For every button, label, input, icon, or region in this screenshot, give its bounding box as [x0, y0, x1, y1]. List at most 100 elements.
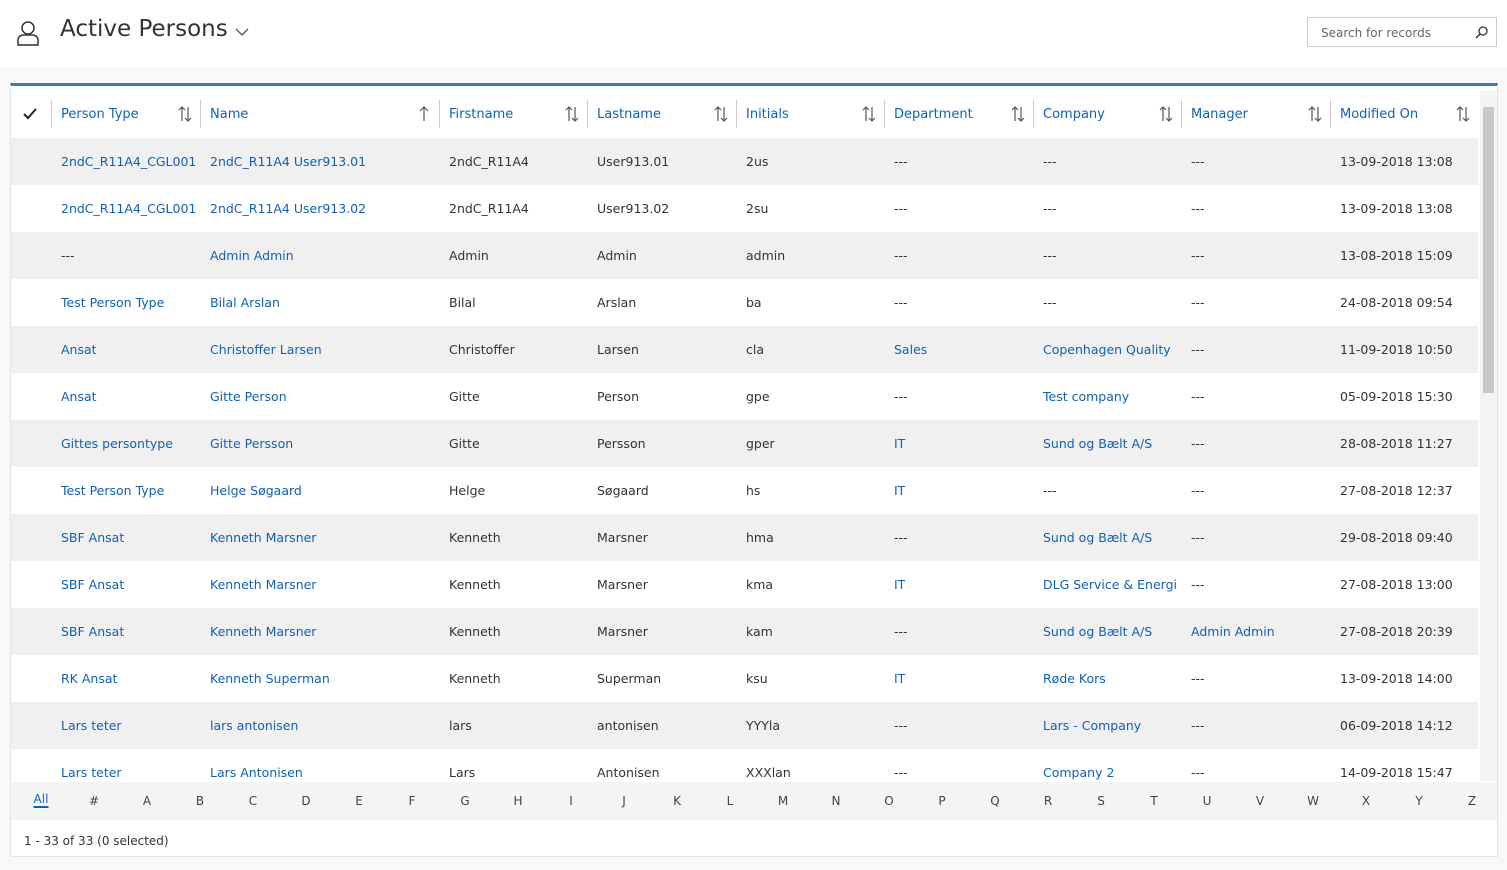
cell[interactable]: Company 2 [1043, 765, 1115, 780]
column-header[interactable]: Manager [1181, 91, 1330, 138]
cell[interactable]: IT [894, 671, 906, 686]
letter-filter-item[interactable]: F [408, 794, 416, 808]
letter-filter-item[interactable]: N [831, 794, 841, 808]
row[interactable]: Lars teter Lars Antonisen Lars Antonisen XXX… [11, 749, 1478, 782]
row[interactable]: 2ndC_R11A4_CGL001 2ndC_R11A4 User913.01 2n… [11, 138, 1478, 185]
letter-filter-item[interactable]: All [33, 792, 49, 808]
cell[interactable]: Admin Admin [210, 248, 294, 263]
cell[interactable]: Sales [894, 342, 928, 357]
letter-filter-item[interactable]: L [726, 794, 734, 808]
cell[interactable]: SBF Ansat [61, 530, 125, 545]
letter-filter-item[interactable]: S [1097, 794, 1105, 808]
row[interactable]: 2ndC_R11A4_CGL001 2ndC_R11A4 User913.02 2n… [11, 185, 1478, 232]
cell[interactable]: DLG Service & Energi [1043, 577, 1177, 592]
sort-icon[interactable] [714, 106, 728, 122]
letter-filter-item[interactable]: R [1043, 794, 1053, 808]
cell[interactable]: RK Ansat [61, 671, 118, 686]
cell[interactable]: 2ndC_R11A4 User913.01 [210, 154, 367, 169]
letter-filter-item[interactable]: X [1361, 794, 1371, 808]
letter-filter-item[interactable]: Q [990, 794, 1000, 808]
row[interactable]: Test Person Type Helge Søgaard Helge Søgaar… [11, 467, 1478, 514]
cell[interactable]: Gitte Persson [210, 436, 294, 451]
cell[interactable]: Admin Admin [1191, 624, 1275, 639]
cell[interactable]: IT [894, 577, 906, 592]
column-header[interactable]: Modified On [1330, 91, 1478, 138]
letter-filter-item[interactable]: G [460, 794, 470, 808]
sort-icon[interactable] [565, 106, 579, 122]
cell[interactable]: IT [894, 436, 906, 451]
row[interactable]: SBF Ansat Kenneth Marsner Kenneth Marsner ka… [11, 608, 1478, 655]
letter-filter-item[interactable]: M [777, 794, 789, 808]
letter-filter-item[interactable]: H [513, 794, 523, 808]
row[interactable]: Ansat Christoffer Larsen Christoffer Larsen… [11, 326, 1478, 373]
row[interactable]: Lars teter lars antonisen lars antonisen YYY… [11, 702, 1478, 749]
cell[interactable]: Test Person Type [61, 295, 165, 310]
letter-filter-item[interactable]: U [1202, 794, 1212, 808]
cell[interactable]: Helge Søgaard [210, 483, 302, 498]
letter-filter-item[interactable]: V [1255, 794, 1265, 808]
column-header[interactable]: Initials [736, 91, 884, 138]
column-header[interactable]: Firstname [439, 91, 587, 138]
cell[interactable]: Sund og Bælt A/S [1043, 530, 1153, 545]
cell[interactable]: Kenneth Marsner [210, 624, 317, 639]
column-header[interactable]: Department [884, 91, 1033, 138]
sort-icon[interactable] [1456, 106, 1470, 122]
scroll-thumb[interactable] [1483, 107, 1494, 393]
column-header[interactable]: Company [1033, 91, 1181, 138]
sort-icon[interactable] [178, 106, 192, 122]
cell[interactable]: Røde Kors [1043, 671, 1106, 686]
cell[interactable]: Lars Antonisen [210, 765, 303, 780]
letter-filter-item[interactable]: # [88, 794, 100, 808]
letter-filter-item[interactable]: B [195, 794, 205, 808]
cell[interactable]: Lars - Company [1043, 718, 1142, 733]
cell[interactable]: 2ndC_R11A4 User913.02 [210, 201, 367, 216]
cell[interactable]: Kenneth Marsner [210, 577, 317, 592]
sort-icon[interactable] [1159, 106, 1173, 122]
row[interactable]: --- Admin Admin Admin Admin admin --- --- --- 13… [11, 232, 1478, 279]
sort-icon[interactable] [1011, 106, 1025, 122]
sort-icon[interactable] [417, 106, 431, 122]
letter-filter-item[interactable]: P [938, 794, 946, 808]
cell[interactable]: Gitte Person [210, 389, 287, 404]
search-box[interactable]: Search for records [1307, 17, 1497, 47]
column-header[interactable]: Name [200, 91, 439, 138]
cell[interactable]: Ansat [61, 389, 97, 404]
cell[interactable]: Lars teter [61, 718, 122, 733]
row[interactable]: SBF Ansat Kenneth Marsner Kenneth Marsner hm… [11, 514, 1478, 561]
letter-filter-item[interactable]: T [1150, 794, 1158, 808]
cell[interactable]: SBF Ansat [61, 624, 125, 639]
cell[interactable]: IT [894, 483, 906, 498]
column-header[interactable]: Person Type [51, 91, 200, 138]
cell[interactable]: Kenneth Marsner [210, 530, 317, 545]
cell[interactable]: lars antonisen [210, 718, 299, 733]
letter-filter-item[interactable]: C [248, 794, 258, 808]
row[interactable]: SBF Ansat Kenneth Marsner Kenneth Marsner km… [11, 561, 1478, 608]
letter-filter-item[interactable]: I [569, 794, 573, 808]
letter-filter-item[interactable]: D [301, 794, 311, 808]
sort-icon[interactable] [1308, 106, 1322, 122]
select-all[interactable] [23, 108, 37, 120]
cell[interactable]: Gittes persontype [61, 436, 173, 451]
column-header[interactable]: Lastname [587, 91, 736, 138]
letter-filter-item[interactable]: K [673, 794, 681, 808]
letter-filter-item[interactable]: E [355, 794, 363, 808]
cell[interactable]: Ansat [61, 342, 97, 357]
cell[interactable]: Christoffer Larsen [210, 342, 322, 357]
search-icon[interactable] [1475, 26, 1488, 39]
cell[interactable]: 2ndC_R11A4_CGL001 [61, 201, 197, 216]
view-dropdown[interactable] [235, 28, 249, 37]
sort-icon[interactable] [862, 106, 876, 122]
row[interactable]: Test Person Type Bilal Arslan Bilal Arslan b… [11, 279, 1478, 326]
cell[interactable]: Sund og Bælt A/S [1043, 436, 1153, 451]
cell[interactable]: Bilal Arslan [210, 295, 280, 310]
letter-filter-item[interactable]: Z [1467, 794, 1477, 808]
cell[interactable]: Copenhagen Quality [1043, 342, 1171, 357]
cell[interactable]: Kenneth Superman [210, 671, 330, 686]
scrollbar[interactable] [1480, 91, 1497, 781]
view-title[interactable]: Active Persons [60, 16, 228, 42]
letter-filter-item[interactable]: Y [1415, 794, 1423, 808]
row[interactable]: Ansat Gitte Person Gitte Person gpe --- Test c… [11, 373, 1478, 420]
letter-filter-item[interactable]: W [1307, 794, 1319, 808]
letter-filter-item[interactable]: A [142, 794, 152, 808]
letter-filter-item[interactable]: J [622, 794, 626, 808]
